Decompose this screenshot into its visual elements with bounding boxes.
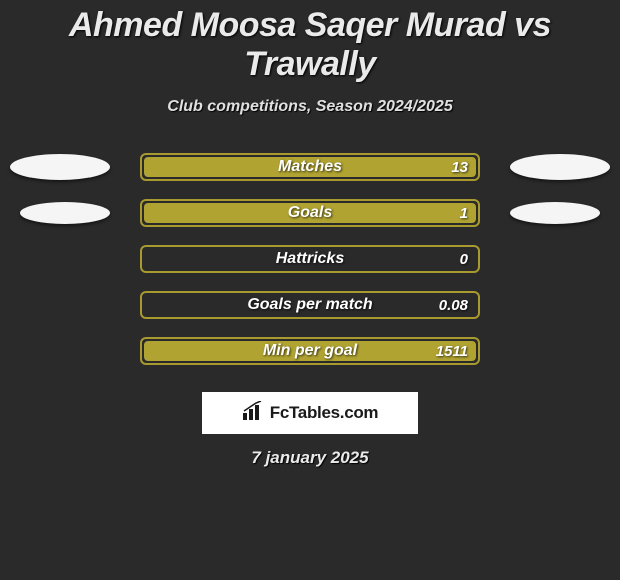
stat-row: Matches13 xyxy=(0,144,620,190)
bars-icon xyxy=(242,401,264,426)
stat-value: 0 xyxy=(460,247,468,271)
stat-value: 1511 xyxy=(436,339,468,363)
brand-box: FcTables.com xyxy=(202,392,418,434)
stat-bar: Hattricks0 xyxy=(140,245,480,273)
stat-bar: Goals per match0.08 xyxy=(140,291,480,319)
stat-value: 13 xyxy=(451,155,468,179)
page-title: Ahmed Moosa Saqer Murad vs Trawally xyxy=(0,0,620,84)
subtitle: Club competitions, Season 2024/2025 xyxy=(0,98,620,116)
stat-value: 1 xyxy=(460,201,468,225)
stat-label: Goals per match xyxy=(142,293,478,317)
stat-row: Min per goal1511 xyxy=(0,328,620,374)
left-disc xyxy=(10,154,110,180)
date-text: 7 january 2025 xyxy=(0,448,620,468)
stat-bar: Goals1 xyxy=(140,199,480,227)
stat-label: Goals xyxy=(142,201,478,225)
stat-row: Goals per match0.08 xyxy=(0,282,620,328)
stat-bar: Matches13 xyxy=(140,153,480,181)
stat-label: Min per goal xyxy=(142,339,478,363)
stat-label: Hattricks xyxy=(142,247,478,271)
stats-container: Matches13 Goals1 Hattricks0 Goals per match… xyxy=(0,144,620,374)
stat-row: Hattricks0 xyxy=(0,236,620,282)
brand-text: FcTables.com xyxy=(270,403,379,423)
stat-row: Goals1 xyxy=(0,190,620,236)
right-disc xyxy=(510,202,600,224)
stat-bar: Min per goal1511 xyxy=(140,337,480,365)
left-disc xyxy=(20,202,110,224)
stat-label: Matches xyxy=(142,155,478,179)
right-disc xyxy=(510,154,610,180)
stat-value: 0.08 xyxy=(439,293,468,317)
